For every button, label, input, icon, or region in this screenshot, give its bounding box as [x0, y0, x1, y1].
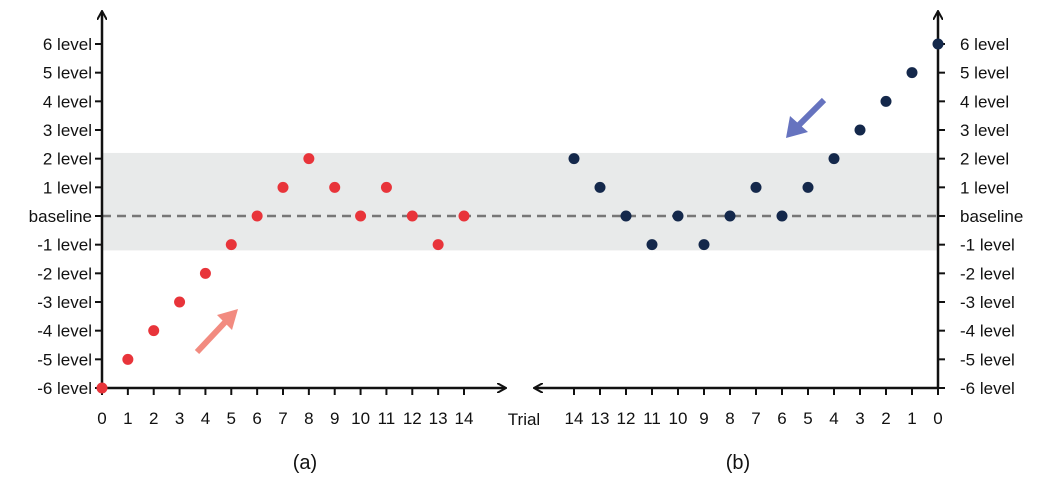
- right-y-tick-label: 4 level: [960, 92, 1009, 111]
- data-point-b: [776, 210, 788, 222]
- right-x-tick-label: 3: [855, 409, 864, 428]
- data-point-b: [646, 239, 658, 251]
- left-y-tick-label: 1 level: [43, 178, 92, 197]
- data-point-b: [620, 210, 632, 222]
- data-point-a: [199, 267, 211, 279]
- trend-arrow-up-right: [194, 309, 238, 355]
- right-x-tick-label: 13: [591, 409, 610, 428]
- data-point-a: [174, 296, 186, 308]
- left-y-tick-label: -1 level: [37, 236, 92, 255]
- data-point-b: [880, 95, 892, 107]
- right-y-tick-label: 1 level: [960, 178, 1009, 197]
- data-point-b: [828, 153, 840, 165]
- left-x-tick-label: 3: [175, 409, 184, 428]
- data-point-b: [672, 210, 684, 222]
- right-x-tick-label: 4: [829, 409, 838, 428]
- right-y-tick-label: -1 level: [960, 236, 1015, 255]
- right-y-tick-label: -3 level: [960, 293, 1015, 312]
- right-y-tick-label: -2 level: [960, 264, 1015, 283]
- right-y-tick-label: baseline: [960, 207, 1023, 226]
- right-y-tick-label: 5 level: [960, 64, 1009, 83]
- left-x-tick-label: 12: [403, 409, 422, 428]
- right-x-tick-label: 7: [751, 409, 760, 428]
- data-point-a: [277, 181, 289, 193]
- left-x-tick-label: 14: [455, 409, 474, 428]
- right-x-tick-label: 2: [881, 409, 890, 428]
- left-y-tick-label: 3 level: [43, 121, 92, 140]
- data-point-a: [148, 325, 160, 337]
- left-y-tick-label: baseline: [29, 207, 92, 226]
- right-y-tick-label: -6 level: [960, 379, 1015, 398]
- left-y-tick-label: -6 level: [37, 379, 92, 398]
- right-x-tick-label: 8: [725, 409, 734, 428]
- left-x-tick-label: 6: [252, 409, 261, 428]
- left-y-tick-label: -4 level: [37, 322, 92, 341]
- right-y-tick-label: 6 level: [960, 35, 1009, 54]
- left-x-tick-label: 9: [330, 409, 339, 428]
- right-x-tick-label: 0: [933, 409, 942, 428]
- left-y-tick-label: 5 level: [43, 64, 92, 83]
- right-x-tick-label: 6: [777, 409, 786, 428]
- data-point-b: [932, 38, 944, 50]
- data-point-a: [96, 382, 108, 394]
- data-point-b: [802, 181, 814, 193]
- right-x-tick-label: 11: [643, 409, 661, 428]
- left-x-tick-label: 4: [201, 409, 210, 428]
- trend-arrow-down-left: [786, 97, 827, 138]
- left-x-tick-label: 1: [123, 409, 132, 428]
- data-point-a: [406, 210, 418, 222]
- right-y-tick-label: 2 level: [960, 150, 1009, 169]
- left-x-tick-label: 2: [149, 409, 158, 428]
- left-y-tick-label: 2 level: [43, 150, 92, 169]
- right-y-tick-label: -5 level: [960, 350, 1015, 369]
- left-x-tick-label: 5: [227, 409, 236, 428]
- right-y-tick-label: -4 level: [960, 322, 1015, 341]
- data-point-b: [568, 153, 580, 165]
- data-point-a: [380, 181, 392, 193]
- data-point-b: [906, 67, 918, 79]
- right-x-tick-label: 12: [617, 409, 636, 428]
- left-x-tick-label: 11: [378, 409, 396, 428]
- data-point-a: [303, 153, 315, 165]
- data-point-a: [329, 181, 341, 193]
- data-point-a: [355, 210, 367, 222]
- right-x-tick-label: 1: [907, 409, 916, 428]
- right-x-tick-label: 9: [699, 409, 708, 428]
- data-point-a: [122, 353, 134, 365]
- left-x-tick-label: 0: [97, 409, 106, 428]
- left-y-tick-label: -5 level: [37, 350, 92, 369]
- left-y-tick-label: 6 level: [43, 35, 92, 54]
- data-point-a: [458, 210, 470, 222]
- data-point-b: [594, 181, 606, 193]
- data-point-a: [432, 239, 444, 251]
- data-point-a: [251, 210, 263, 222]
- baseline-band: [102, 152, 938, 251]
- data-point-a: [225, 239, 237, 251]
- left-y-tick-label: -2 level: [37, 264, 92, 283]
- data-point-b: [854, 124, 866, 136]
- left-y-tick-label: -3 level: [37, 293, 92, 312]
- right-x-tick-label: 5: [803, 409, 812, 428]
- right-y-tick-label: 3 level: [960, 121, 1009, 140]
- right-x-tick-label: 10: [669, 409, 688, 428]
- data-point-b: [724, 210, 736, 222]
- left-x-tick-label: 7: [278, 409, 287, 428]
- data-point-b: [698, 239, 710, 251]
- right-x-tick-label: 14: [565, 409, 584, 428]
- caption-b: (b): [726, 452, 750, 474]
- data-point-b: [750, 181, 762, 193]
- left-x-tick-label: 10: [351, 409, 370, 428]
- caption-a: (a): [293, 452, 317, 474]
- x-axis-title: Trial: [508, 410, 540, 429]
- left-x-tick-label: 13: [429, 409, 448, 428]
- left-x-tick-label: 8: [304, 409, 313, 428]
- left-y-tick-label: 4 level: [43, 92, 92, 111]
